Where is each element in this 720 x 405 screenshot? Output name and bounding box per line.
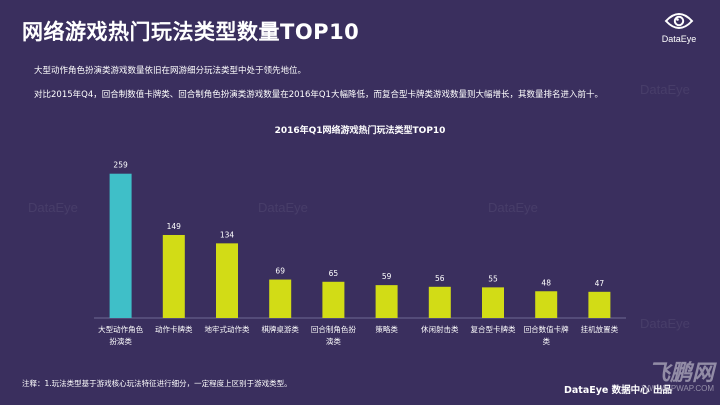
bar-value-label: 55 (488, 274, 498, 283)
bar-value-label: 259 (113, 161, 128, 170)
corner-watermark-name: 飞鹏网 (647, 360, 714, 385)
description-line-2: 对比2015年Q4，回合制数值卡牌类、回合制角色扮演类游戏数量在2016年Q1大… (34, 90, 603, 100)
bar-value-label: 134 (220, 230, 235, 239)
bar (109, 173, 132, 318)
category-label: 回合制角色扮演类 (311, 324, 356, 346)
category-label: 策略类 (375, 324, 398, 334)
bar (428, 286, 451, 318)
source-credit: DataEye 数据中心 出品 (564, 385, 672, 396)
bar (216, 243, 238, 318)
chart-title: 2016年Q1网络游戏热门玩法类型TOP10 (275, 124, 446, 136)
category-label: 棋牌桌游类 (261, 324, 299, 334)
page-title: 网络游戏热门玩法类型数量TOP10 (22, 20, 360, 44)
corner-watermark-logo: 飞鹏网 WWW.FPWAP.COM (642, 362, 714, 394)
bar-value-label: 48 (541, 278, 551, 287)
category-label: 动作卡牌类 (155, 324, 193, 334)
bar (162, 234, 185, 318)
bar-chart: 2016年Q1网络游戏热门玩法类型TOP10 259 大型动作角色扮演类 149 动作… (94, 124, 626, 346)
bar-value-label: 47 (595, 279, 605, 288)
bar-value-label: 56 (435, 274, 445, 283)
category-label: 休闲射击类 (421, 324, 459, 334)
bar (482, 287, 504, 318)
bar-value-label: 59 (382, 272, 392, 281)
bar (535, 291, 558, 318)
logo-text: DataEye (661, 34, 697, 44)
watermark: DataEye (640, 82, 690, 97)
footnote: 注释：1.玩法类型基于游戏核心玩法特征进行细分，一定程度上区别于游戏类型。 (22, 379, 292, 388)
category-label: 大型动作角色扮演类 (98, 324, 143, 346)
eye-icon (664, 13, 694, 29)
bar-value-label: 65 (329, 269, 339, 278)
bar (269, 279, 292, 318)
bar (375, 285, 398, 318)
category-label: 回合数值卡牌类 (524, 324, 569, 346)
corner-watermark-url: WWW.FPWAP.COM (641, 384, 714, 393)
bar (588, 291, 611, 318)
bars-group: 259 大型动作角色扮演类 149 动作卡牌类 134 地牢式动作类 69 棋牌桌游类 65 回合… (98, 161, 619, 346)
description-line-1: 大型动作角色扮演类游戏数量依旧在网游细分玩法类型中处于领先地位。 (34, 66, 307, 76)
dataeye-logo: DataEye (652, 10, 706, 50)
category-label: 复合型卡牌类 (471, 324, 516, 334)
bar-value-label: 69 (275, 267, 285, 276)
category-label: 地牢式动作类 (205, 324, 250, 334)
category-label: 挂机放置类 (581, 324, 619, 334)
bar (322, 281, 345, 318)
bar-value-label: 149 (167, 222, 182, 231)
